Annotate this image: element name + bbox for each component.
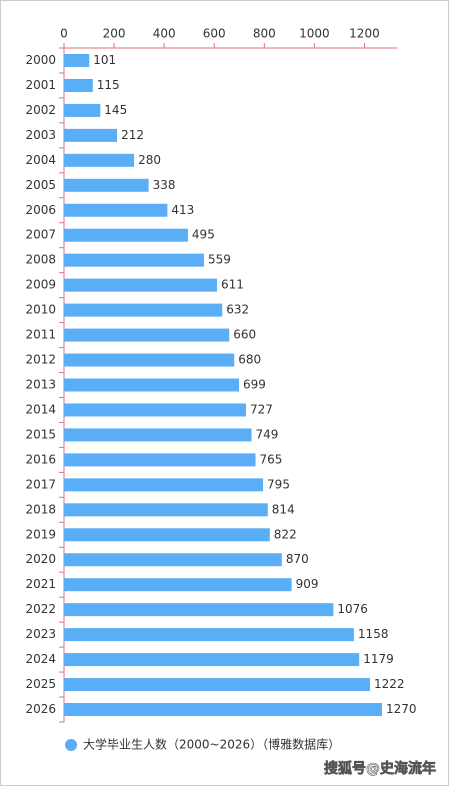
bar [64,78,93,92]
value-label: 559 [208,253,231,267]
bar [64,103,101,117]
value-label: 1076 [337,602,368,616]
bar [64,353,235,367]
y-tick-label: 2022 [25,602,56,616]
y-tick-label: 2018 [25,502,56,516]
value-label: 115 [97,78,120,92]
y-tick-label: 2001 [25,78,56,92]
y-tick-label: 2017 [25,477,56,491]
y-tick-label: 2000 [25,53,56,67]
value-label: 765 [260,452,283,466]
x-tick-label: 0 [60,27,68,41]
bar [64,153,135,167]
bar [64,228,188,242]
bar [64,703,382,717]
value-label: 680 [238,353,261,367]
y-tick-label: 2020 [25,552,56,566]
bar [64,503,268,517]
bar [64,278,217,292]
y-tick-label: 2010 [25,303,56,317]
y-tick-label: 2009 [25,278,56,292]
bar [64,303,223,317]
bar [64,253,204,267]
value-label: 727 [250,402,273,416]
legend-label: 大学毕业生人数（2000~2026）（博雅数据库） [83,737,340,752]
value-label: 1270 [386,702,417,716]
value-label: 413 [171,203,194,217]
bar [64,328,230,342]
value-label: 212 [121,128,144,142]
y-tick-label: 2024 [25,652,56,666]
bar [64,203,168,217]
x-tick-label: 200 [103,27,126,41]
y-tick-label: 2008 [25,253,56,267]
y-tick-label: 2006 [25,203,56,217]
bar [64,653,360,667]
y-tick-label: 2023 [25,627,56,641]
x-tick-label: 800 [253,27,276,41]
bar [64,628,354,642]
watermark: 搜狐号@史海流年 [324,760,436,777]
value-label: 699 [243,378,266,392]
value-label: 632 [226,303,249,317]
y-tick-label: 2015 [25,427,56,441]
y-tick-label: 2011 [25,328,56,342]
value-label: 495 [192,228,215,242]
value-label: 795 [267,477,290,491]
y-tick-label: 2012 [25,353,56,367]
bar [64,428,252,442]
value-label: 338 [153,178,176,192]
legend-marker [65,739,77,751]
bar [64,553,282,567]
bar [64,403,247,417]
y-tick-label: 2013 [25,378,56,392]
value-label: 822 [274,527,297,541]
bar [64,128,118,142]
x-tick-label: 600 [203,27,226,41]
value-label: 909 [296,577,319,591]
bar [64,53,90,67]
value-label: 145 [104,103,127,117]
y-tick-label: 2004 [25,153,56,167]
bar [64,378,240,392]
bar [64,178,149,192]
value-label: 660 [233,328,256,342]
x-tick-label: 1200 [349,27,380,41]
y-tick-label: 2005 [25,178,56,192]
x-tick-label: 1000 [299,27,330,41]
bar [64,528,270,542]
value-label: 814 [272,502,295,516]
value-label: 870 [286,552,309,566]
y-tick-label: 2007 [25,228,56,242]
y-tick-label: 2014 [25,402,56,416]
bar [64,678,370,692]
y-tick-label: 2026 [25,702,56,716]
y-tick-label: 2025 [25,677,56,691]
value-label: 1179 [363,652,394,666]
value-label: 1158 [358,627,389,641]
value-label: 1222 [374,677,405,691]
bar [64,478,264,492]
bar [64,453,256,467]
y-tick-label: 2019 [25,527,56,541]
value-label: 101 [93,53,116,67]
y-tick-label: 2003 [25,128,56,142]
y-tick-label: 2002 [25,103,56,117]
value-label: 611 [221,278,244,292]
value-label: 749 [256,427,279,441]
y-tick-label: 2016 [25,452,56,466]
bar [64,578,292,592]
value-label: 280 [138,153,161,167]
x-tick-label: 400 [153,27,176,41]
y-tick-label: 2021 [25,577,56,591]
bar [64,603,334,617]
